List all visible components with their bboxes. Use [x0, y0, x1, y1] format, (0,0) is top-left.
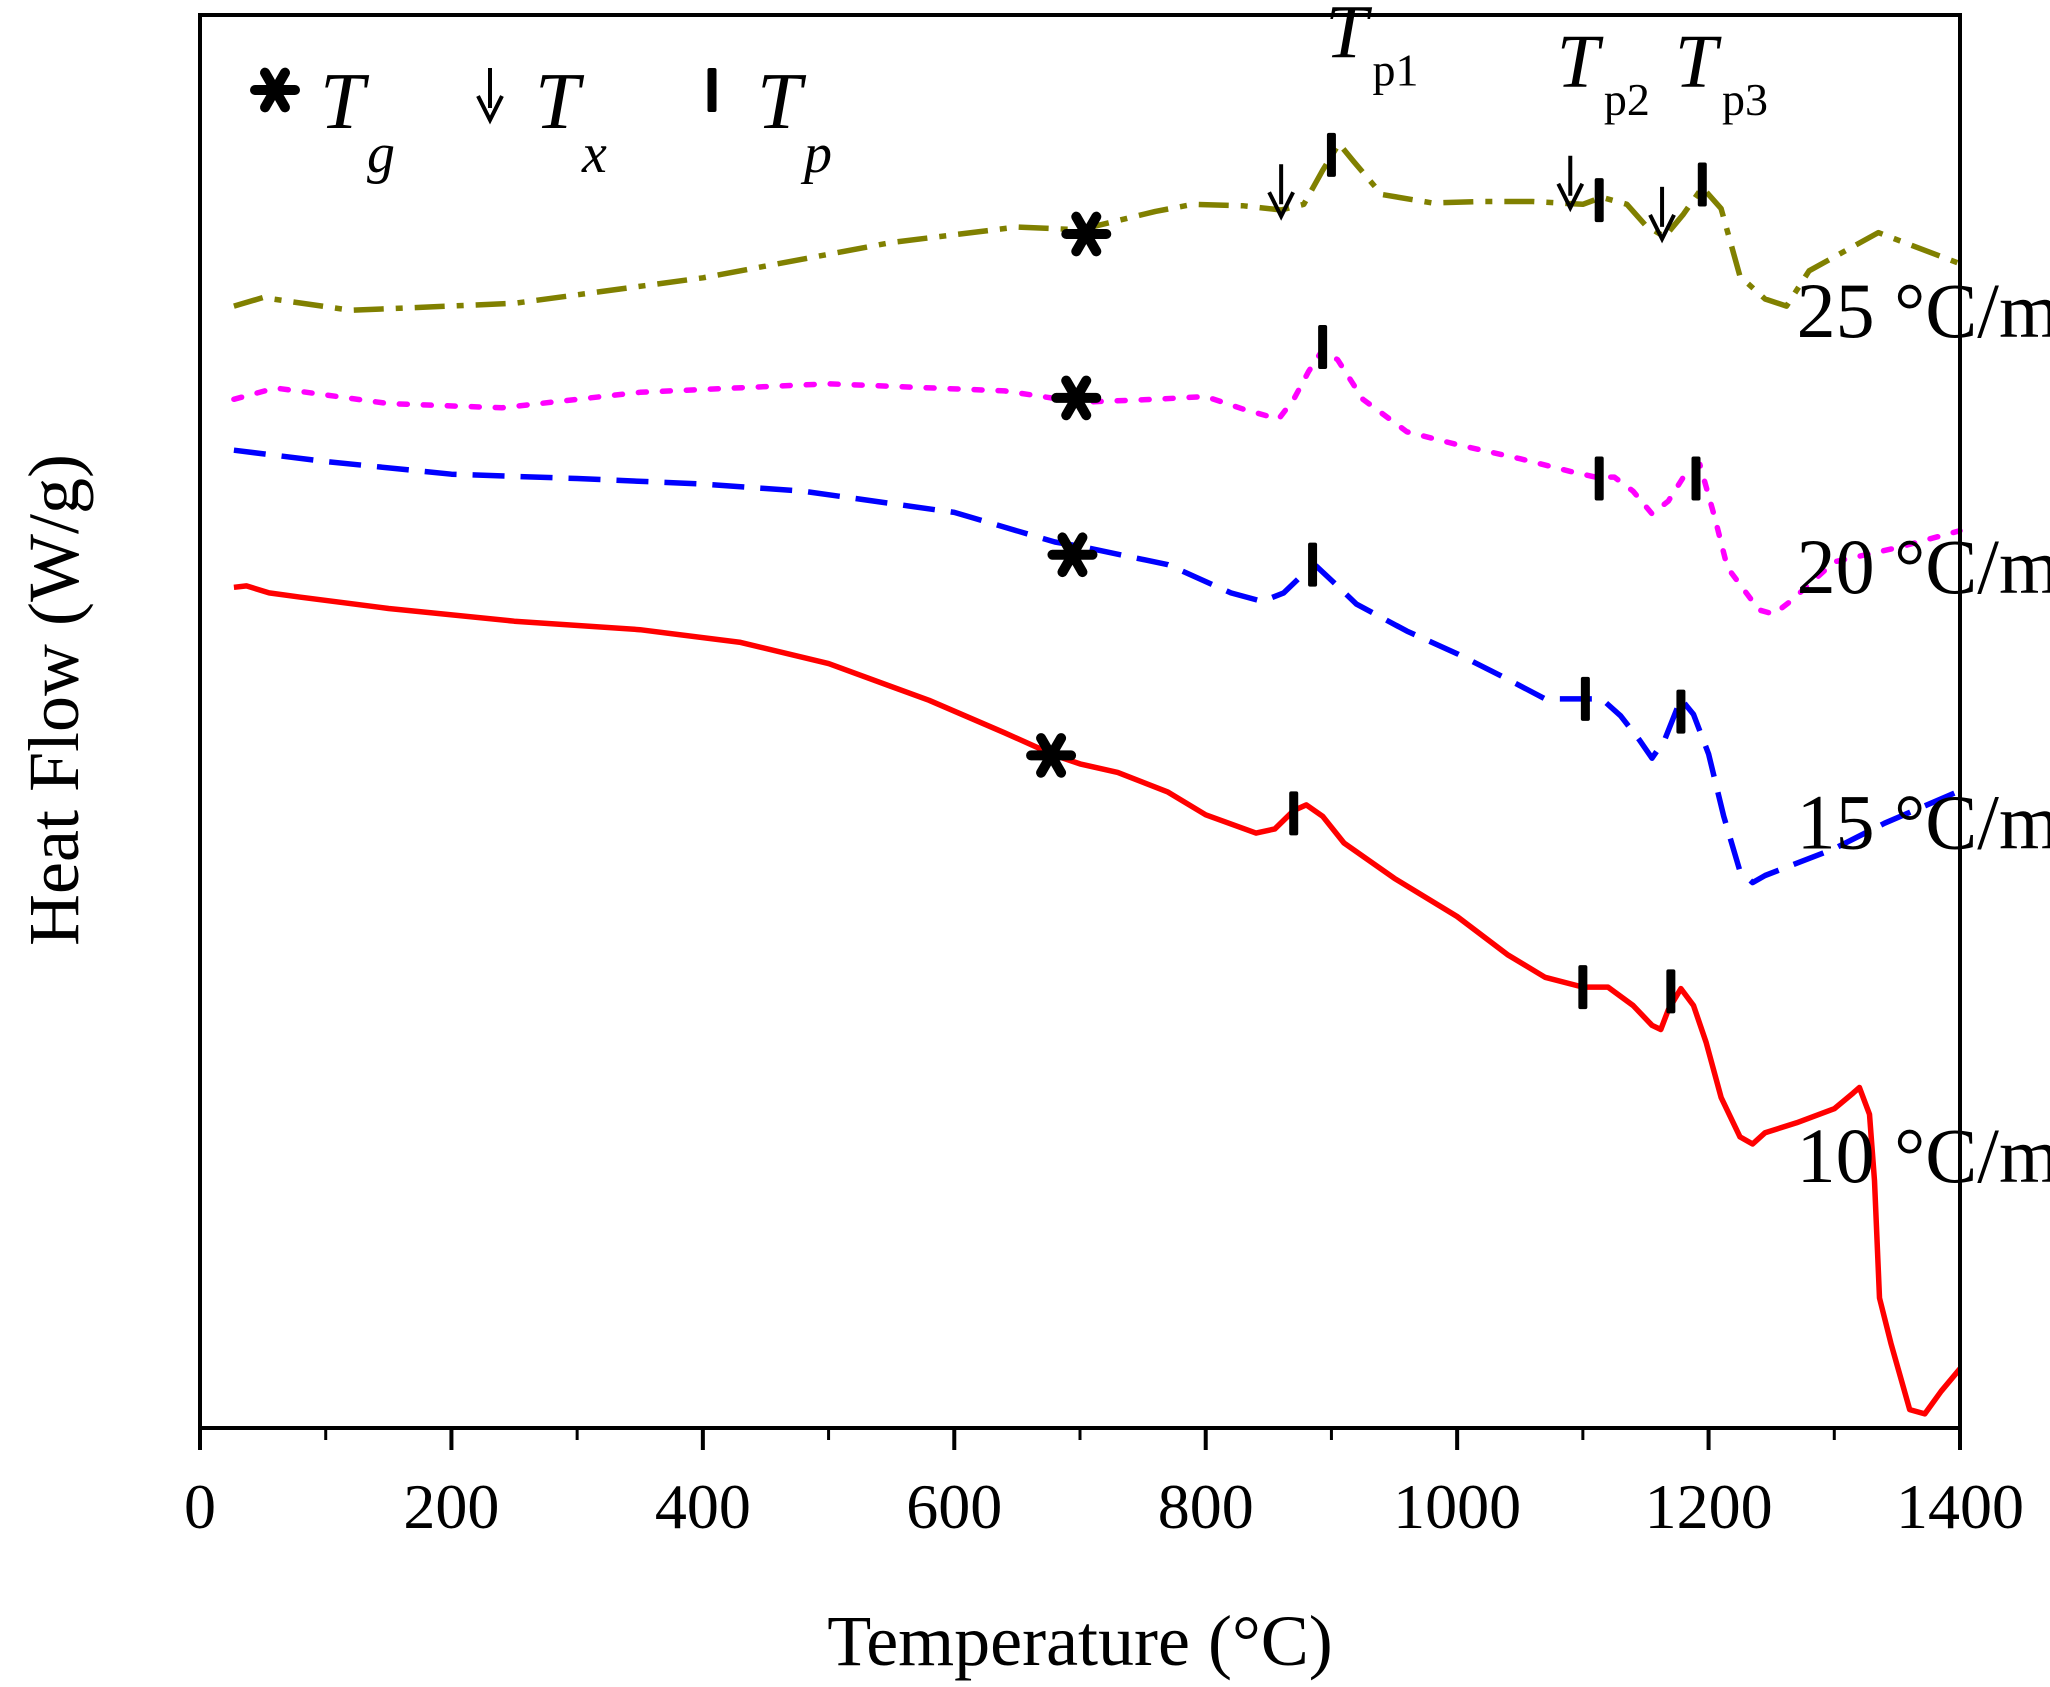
x-tick-label: 1400 [1896, 1471, 2024, 1542]
series-line-0 [233, 140, 1961, 314]
peak-label-subscript: p2 [1604, 74, 1650, 125]
axis-layer: 0 200 400 600 800 1000 1200 1400 [184, 1428, 2024, 1542]
tp-marker [1594, 456, 1604, 501]
series-line-2 [233, 447, 1962, 886]
tp-marker [1580, 676, 1590, 721]
y-axis-label: Heat Flow (W/g) [14, 454, 94, 946]
tp-marker [1594, 178, 1604, 223]
legend-label: T [320, 58, 370, 146]
series-label: 25 °C/min [1797, 267, 2050, 354]
legend-label: T [757, 58, 807, 146]
x-tick-label: 600 [906, 1471, 1002, 1542]
legend-subscript: g [367, 123, 395, 185]
series-line-1 [231, 347, 1963, 617]
legend-arrow-icon [476, 68, 504, 125]
series-label: 10 °C/min [1797, 1112, 2050, 1199]
tg-marker [1051, 375, 1102, 421]
tp-marker [1308, 542, 1318, 587]
legend-subscript: p [800, 123, 832, 185]
series-line-3 [233, 583, 1963, 1417]
tp-marker [1326, 132, 1336, 177]
series-label: 15 °C/min [1797, 779, 2050, 866]
annotation-layer: 25 °C/min20 °C/min15 °C/min10 °C/minTp1T… [1325, 0, 2050, 1199]
legend-star-icon [250, 67, 300, 113]
tg-marker [1026, 733, 1077, 778]
tx-marker [1556, 155, 1585, 213]
x-tick-label: 200 [403, 1471, 499, 1542]
tg-marker [1047, 532, 1098, 578]
legend-subscript: x [581, 123, 607, 185]
tp-marker [1666, 969, 1676, 1014]
series-layer [231, 140, 1963, 1417]
tp-marker [1289, 791, 1299, 836]
peak-label-symbol: T [1325, 0, 1372, 74]
peak-label-symbol: T [1675, 20, 1722, 104]
x-tick-label: 0 [184, 1471, 216, 1542]
x-tick-label: 1200 [1645, 1471, 1773, 1542]
tp-marker [1697, 162, 1707, 207]
marker-layer [1026, 132, 1707, 1014]
tp-marker [1318, 325, 1328, 370]
x-tick-label: 1000 [1393, 1471, 1521, 1542]
tx-marker [1267, 164, 1295, 221]
peak-label-symbol: T [1557, 20, 1604, 104]
legend-bar-icon [707, 68, 717, 112]
tp-marker [1691, 456, 1701, 501]
x-tick-label: 400 [655, 1471, 751, 1542]
x-axis-label: Temperature (°C) [827, 1601, 1333, 1681]
tp-marker [1578, 965, 1588, 1010]
peak-label-subscript: p3 [1722, 74, 1768, 125]
peak-label-subscript: p1 [1373, 44, 1419, 95]
tg-marker [1061, 211, 1112, 257]
tx-marker [1648, 186, 1676, 244]
x-tick-label: 800 [1158, 1471, 1254, 1542]
series-label: 20 °C/min [1797, 523, 2050, 610]
tp-marker [1676, 689, 1686, 734]
legend-label: T [535, 58, 585, 146]
